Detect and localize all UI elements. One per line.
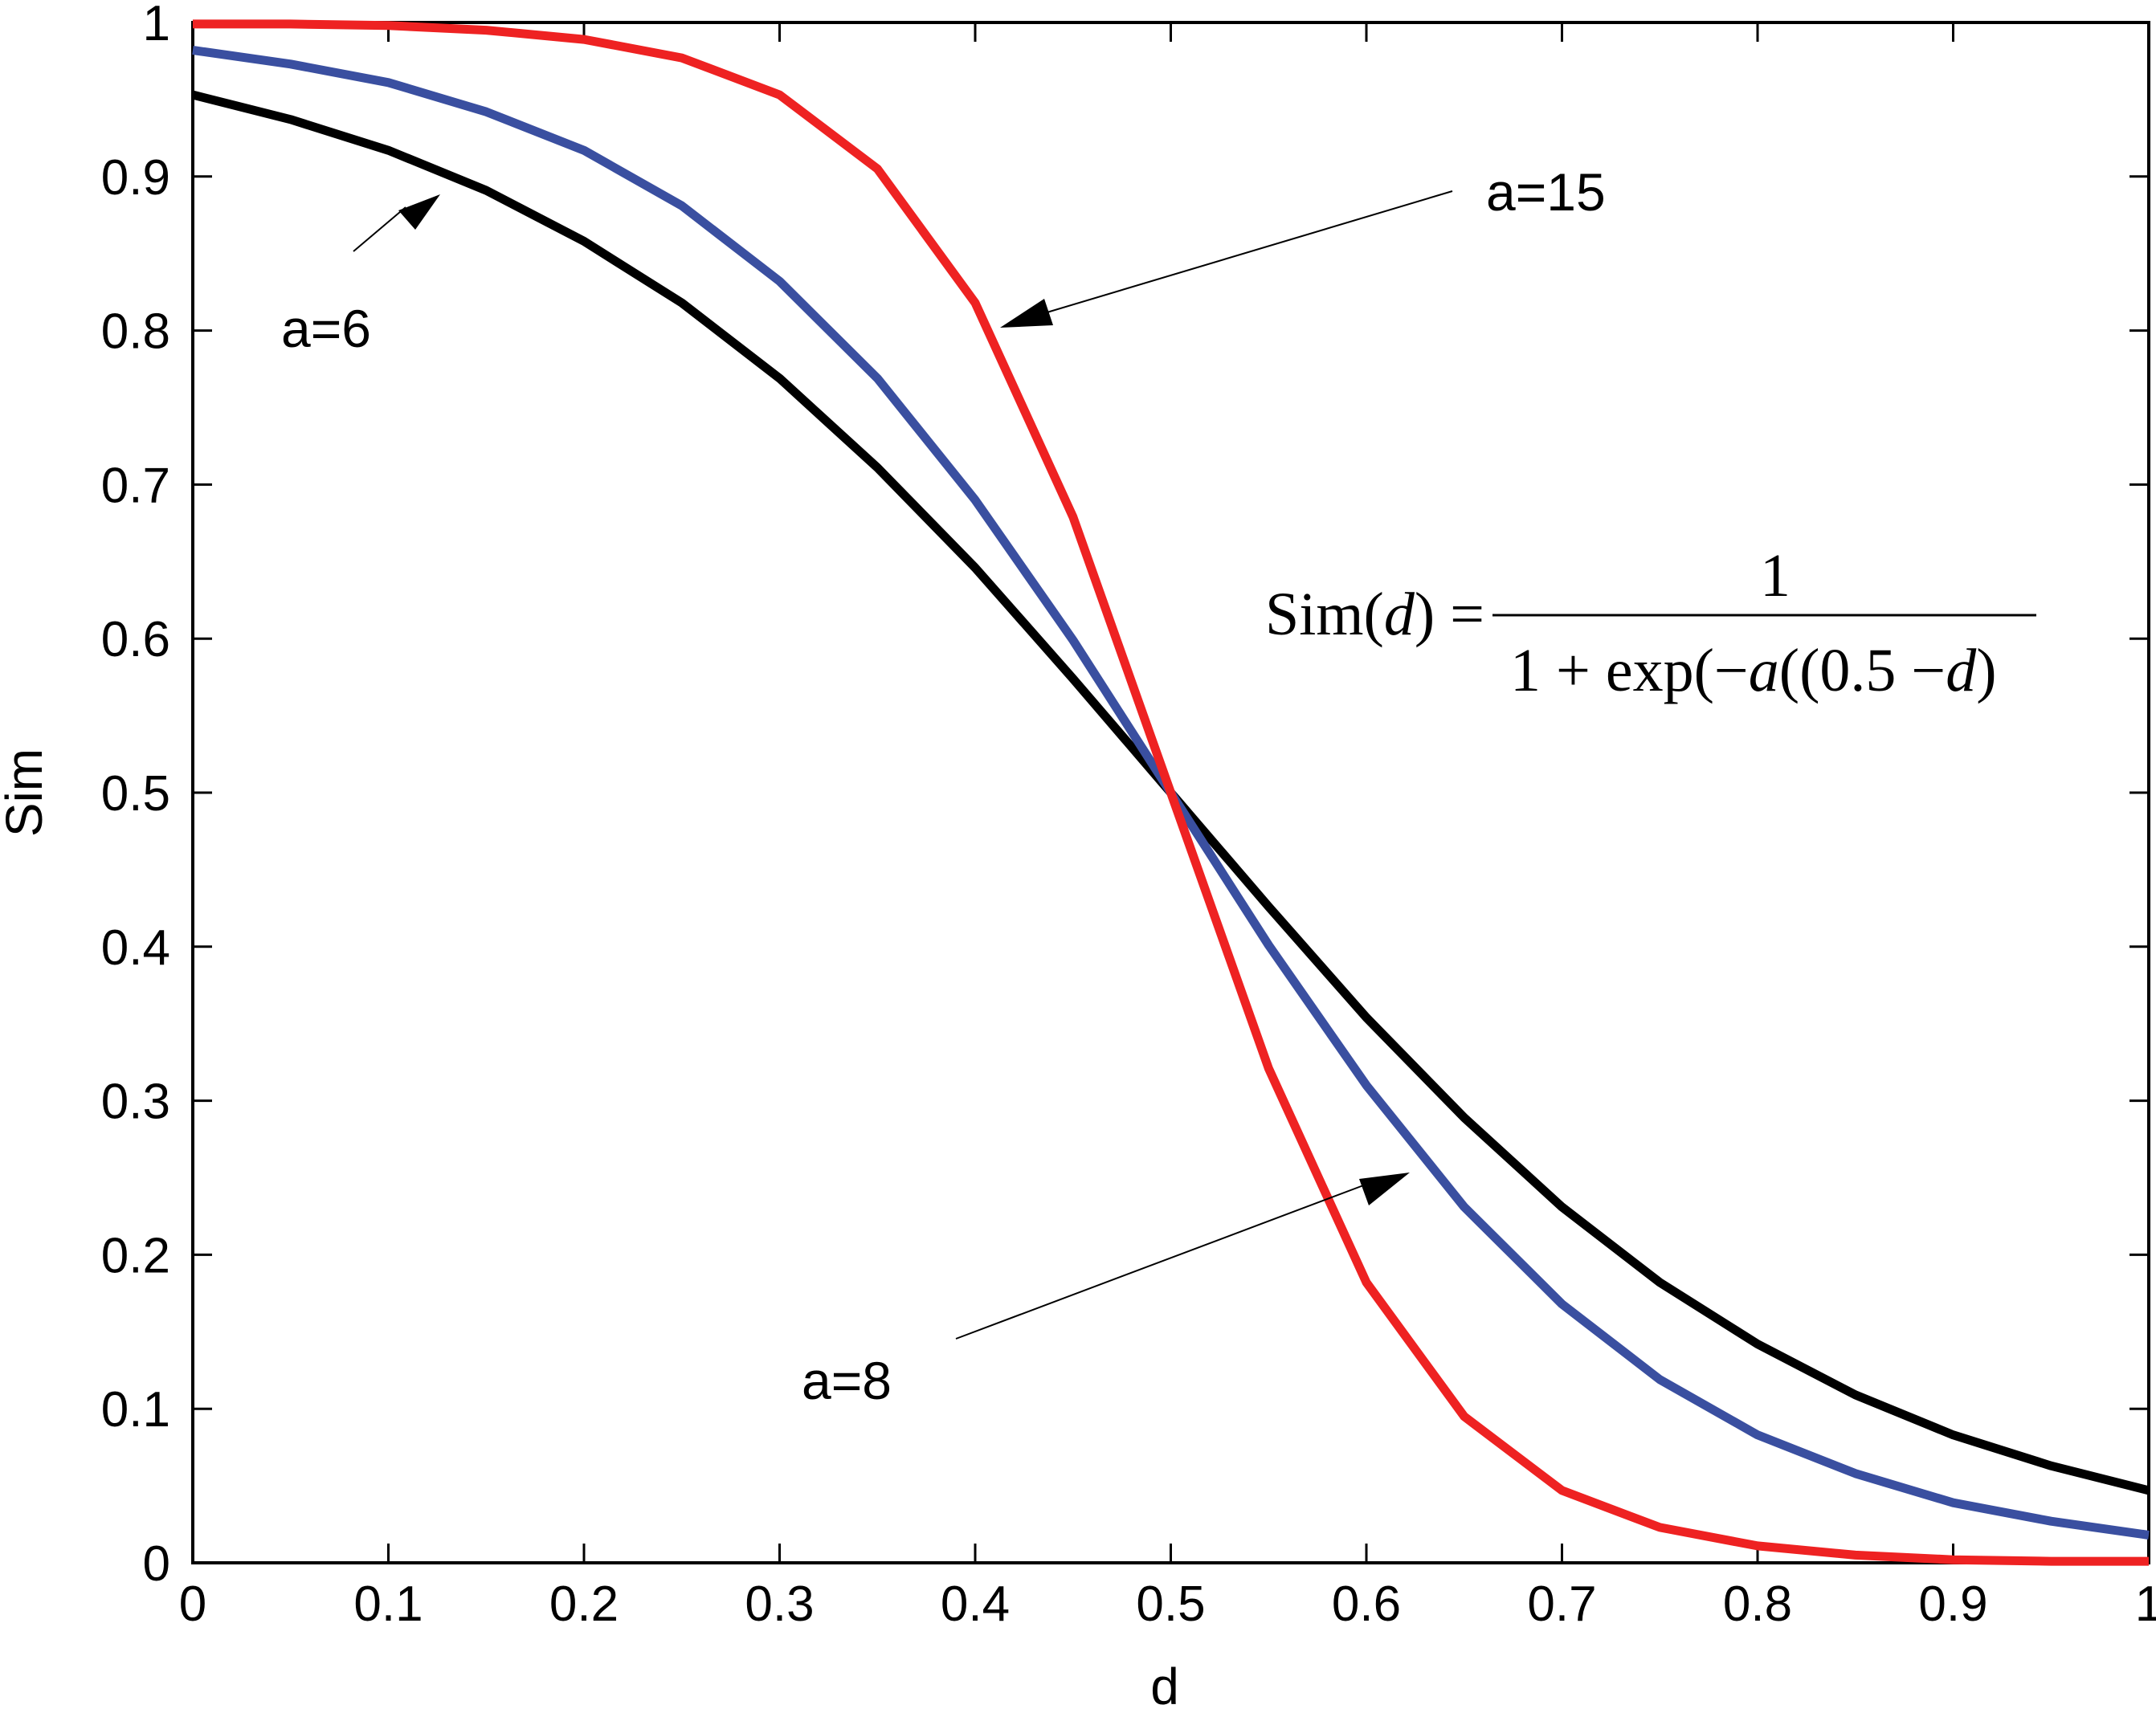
x-tick-label: 0.1 bbox=[353, 1576, 423, 1632]
y-tick-label: 0.3 bbox=[101, 1075, 170, 1130]
arrow-a6-head bbox=[398, 194, 440, 230]
x-axis-label: d bbox=[1150, 1658, 1179, 1713]
y-tick-label: 1 bbox=[143, 0, 170, 51]
arrow-a8-head bbox=[1359, 1173, 1410, 1205]
y-tick-label: 0.6 bbox=[101, 612, 170, 667]
x-tick-label: 0.6 bbox=[1332, 1576, 1401, 1632]
x-tick-label: 0.7 bbox=[1527, 1576, 1596, 1632]
arrow-a15-line bbox=[1043, 190, 1453, 314]
y-tick-labels: 0 0.1 0.2 0.3 0.4 0.5 0.6 0.7 0.8 0.9 1 bbox=[101, 0, 170, 1592]
x-tick-label: 0.9 bbox=[1918, 1576, 1987, 1632]
formula-denominator: 1 + exp(−a((0.5 −d) bbox=[1510, 637, 1997, 704]
x-tick-labels: 0 0.1 0.2 0.3 0.4 0.5 0.6 0.7 0.8 0.9 1 bbox=[179, 1576, 2156, 1632]
y-axis-label: Sim bbox=[0, 748, 53, 837]
series-line-2 bbox=[193, 19, 2149, 1566]
series-lines bbox=[191, 19, 2150, 1566]
x-tick-label: 1 bbox=[2135, 1576, 2156, 1632]
x-tick-label: 0.5 bbox=[1136, 1576, 1205, 1632]
annotation-arrows bbox=[353, 190, 1453, 1340]
y-tick-label: 0.7 bbox=[101, 458, 170, 513]
x-tick-label: 0 bbox=[179, 1576, 206, 1632]
formula-numerator: 1 bbox=[1760, 542, 1791, 610]
annotation-a6: a=6 bbox=[281, 299, 371, 358]
x-tick-label: 0.3 bbox=[745, 1576, 814, 1632]
y-tick-label: 0.9 bbox=[101, 150, 170, 206]
y-tick-label: 0.2 bbox=[101, 1228, 170, 1283]
y-tick-label: 0.8 bbox=[101, 304, 170, 360]
formula: Sim(d) = 1 1 + exp(−a((0.5 −d) bbox=[1265, 542, 2036, 704]
formula-lhs: Sim(d) = bbox=[1265, 581, 1484, 648]
x-tick-label: 0.4 bbox=[941, 1576, 1010, 1632]
annotation-a15: a=15 bbox=[1486, 162, 1606, 222]
y-tick-label: 0.5 bbox=[101, 766, 170, 822]
arrow-a8-line bbox=[955, 1184, 1366, 1340]
y-tick-label: 0.4 bbox=[101, 920, 170, 976]
y-tick-label: 0.1 bbox=[101, 1382, 170, 1438]
y-tick-label: 0 bbox=[143, 1536, 170, 1592]
arrow-a15-head bbox=[1000, 299, 1053, 328]
x-tick-label: 0.8 bbox=[1723, 1576, 1792, 1632]
x-tick-label: 0.2 bbox=[549, 1576, 619, 1632]
arrow-a6-line bbox=[353, 206, 406, 252]
annotation-a8: a=8 bbox=[802, 1351, 892, 1410]
